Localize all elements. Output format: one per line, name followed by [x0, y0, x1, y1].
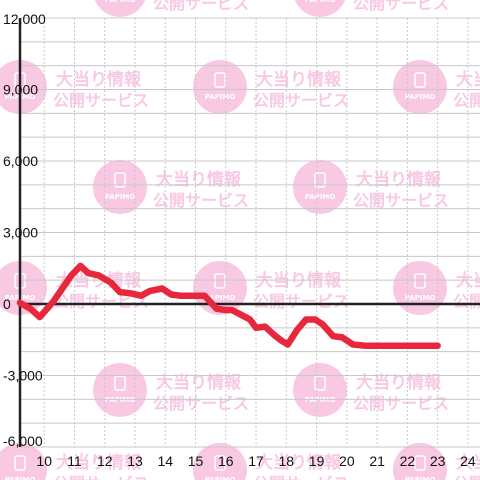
y-tick-label: 6,000: [3, 153, 38, 169]
watermark-line1: 大当り情報: [156, 372, 242, 393]
axes-layer: [18, 18, 480, 447]
x-tick-label: 17: [248, 453, 264, 469]
watermark-logo-text: PAPIMO: [305, 0, 336, 4]
watermark-logo-text: PAPIMO: [205, 476, 236, 480]
x-tick-label: 24: [460, 453, 476, 469]
watermark-logo-text: PAPIMO: [405, 93, 436, 101]
watermark-logo-circle: [294, 0, 346, 17]
x-tick-label: 12: [97, 453, 113, 469]
watermark-logo-circle: [94, 0, 146, 17]
watermark-phone-icon: [214, 72, 226, 88]
watermark-line2: 公開サービス: [453, 474, 480, 480]
y-tick-label: -6,000: [3, 433, 43, 449]
watermark-phone-icon: [214, 273, 226, 289]
watermark-line1: 大当り情報: [256, 69, 342, 90]
series-line: [16, 262, 441, 349]
tick-label-layer: 12,000 9,000 6,000 3,000 0 -3,000 -6,000 10 11 12…: [3, 11, 476, 469]
watermark-logo-text: PAPIMO: [205, 93, 236, 101]
watermark-line2: 公開サービス: [353, 394, 449, 413]
watermark-line2: 公開サービス: [153, 191, 249, 210]
watermark-logo-circle: [393, 443, 447, 480]
watermark-logo-text: PAPIMO: [305, 193, 336, 201]
watermark-line2: 公開サービス: [153, 394, 249, 413]
watermark-logo-text: PAPIMO: [205, 294, 236, 302]
watermark-phone-icon: [314, 172, 326, 188]
x-tick-label: 11: [67, 453, 82, 469]
watermark-line1: 大当り情報: [256, 452, 342, 473]
watermark-logo-circle: [0, 443, 47, 480]
watermark-line2: 公開サービス: [53, 292, 149, 311]
watermark-line2: 公開サービス: [253, 474, 349, 480]
watermark-line2: 公開サービス: [353, 191, 449, 210]
watermark-line2: 公開サービス: [253, 292, 349, 311]
watermark-logo-text: PAPIMO: [5, 476, 36, 480]
watermark-phone-icon: [114, 172, 126, 188]
watermark-phone-icon: [414, 455, 426, 471]
x-tick-label: 19: [309, 453, 325, 469]
watermark-logo-text: PAPIMO: [405, 476, 436, 480]
watermark-logo-text: PAPIMO: [405, 294, 436, 302]
x-tick-label: 14: [157, 453, 173, 469]
x-tick-label: 13: [127, 453, 143, 469]
y-tick-label: -3,000: [3, 368, 43, 384]
watermark-line2: 公開サービス: [53, 91, 149, 110]
watermark-phone-icon: [414, 72, 426, 88]
watermark-line2: 公開サービス: [453, 91, 480, 110]
y-tick-label: 12,000: [3, 11, 46, 27]
watermark-line1: 大当り情報: [156, 169, 242, 190]
x-tick-label: 23: [430, 453, 446, 469]
watermark-logo-circle: [193, 443, 247, 480]
watermark-logo-text: PAPIMO: [105, 0, 136, 4]
x-tick-label: 15: [188, 453, 204, 469]
watermark-phone-icon: [14, 455, 26, 471]
x-tick-label: 16: [218, 453, 234, 469]
watermark-line2: 公開サービス: [253, 91, 349, 110]
watermark-line1: 大当り情報: [356, 169, 442, 190]
watermark-logo-text: PAPIMO: [105, 396, 136, 404]
x-tick-label: 18: [279, 453, 295, 469]
watermark-line2: 公開サービス: [153, 0, 249, 13]
x-tick-label: 22: [400, 453, 416, 469]
watermark-phone-icon: [414, 273, 426, 289]
y-tick-label: 3,000: [3, 225, 38, 241]
watermark-phone-icon: [214, 455, 226, 471]
grid-layer: [20, 17, 480, 448]
y-tick-label: 0: [3, 296, 11, 312]
watermark-logo-text: PAPIMO: [305, 396, 336, 404]
x-tick-label: 10: [36, 453, 52, 469]
watermark-line1: 大当り情報: [56, 452, 142, 473]
y-tick-label: 9,000: [3, 82, 38, 98]
watermark-line1: 大当り情報: [56, 69, 142, 90]
x-tick-label: 21: [369, 453, 385, 469]
watermark-line2: 公開サービス: [53, 474, 149, 480]
x-tick-label: 20: [339, 453, 355, 469]
series-layer: [16, 262, 441, 349]
watermark-line2: 公開サービス: [353, 0, 449, 13]
watermark-line1: 大当り情報: [456, 452, 480, 473]
watermark-logo-text: PAPIMO: [105, 193, 136, 201]
watermark-line2: 公開サービス: [453, 292, 480, 311]
